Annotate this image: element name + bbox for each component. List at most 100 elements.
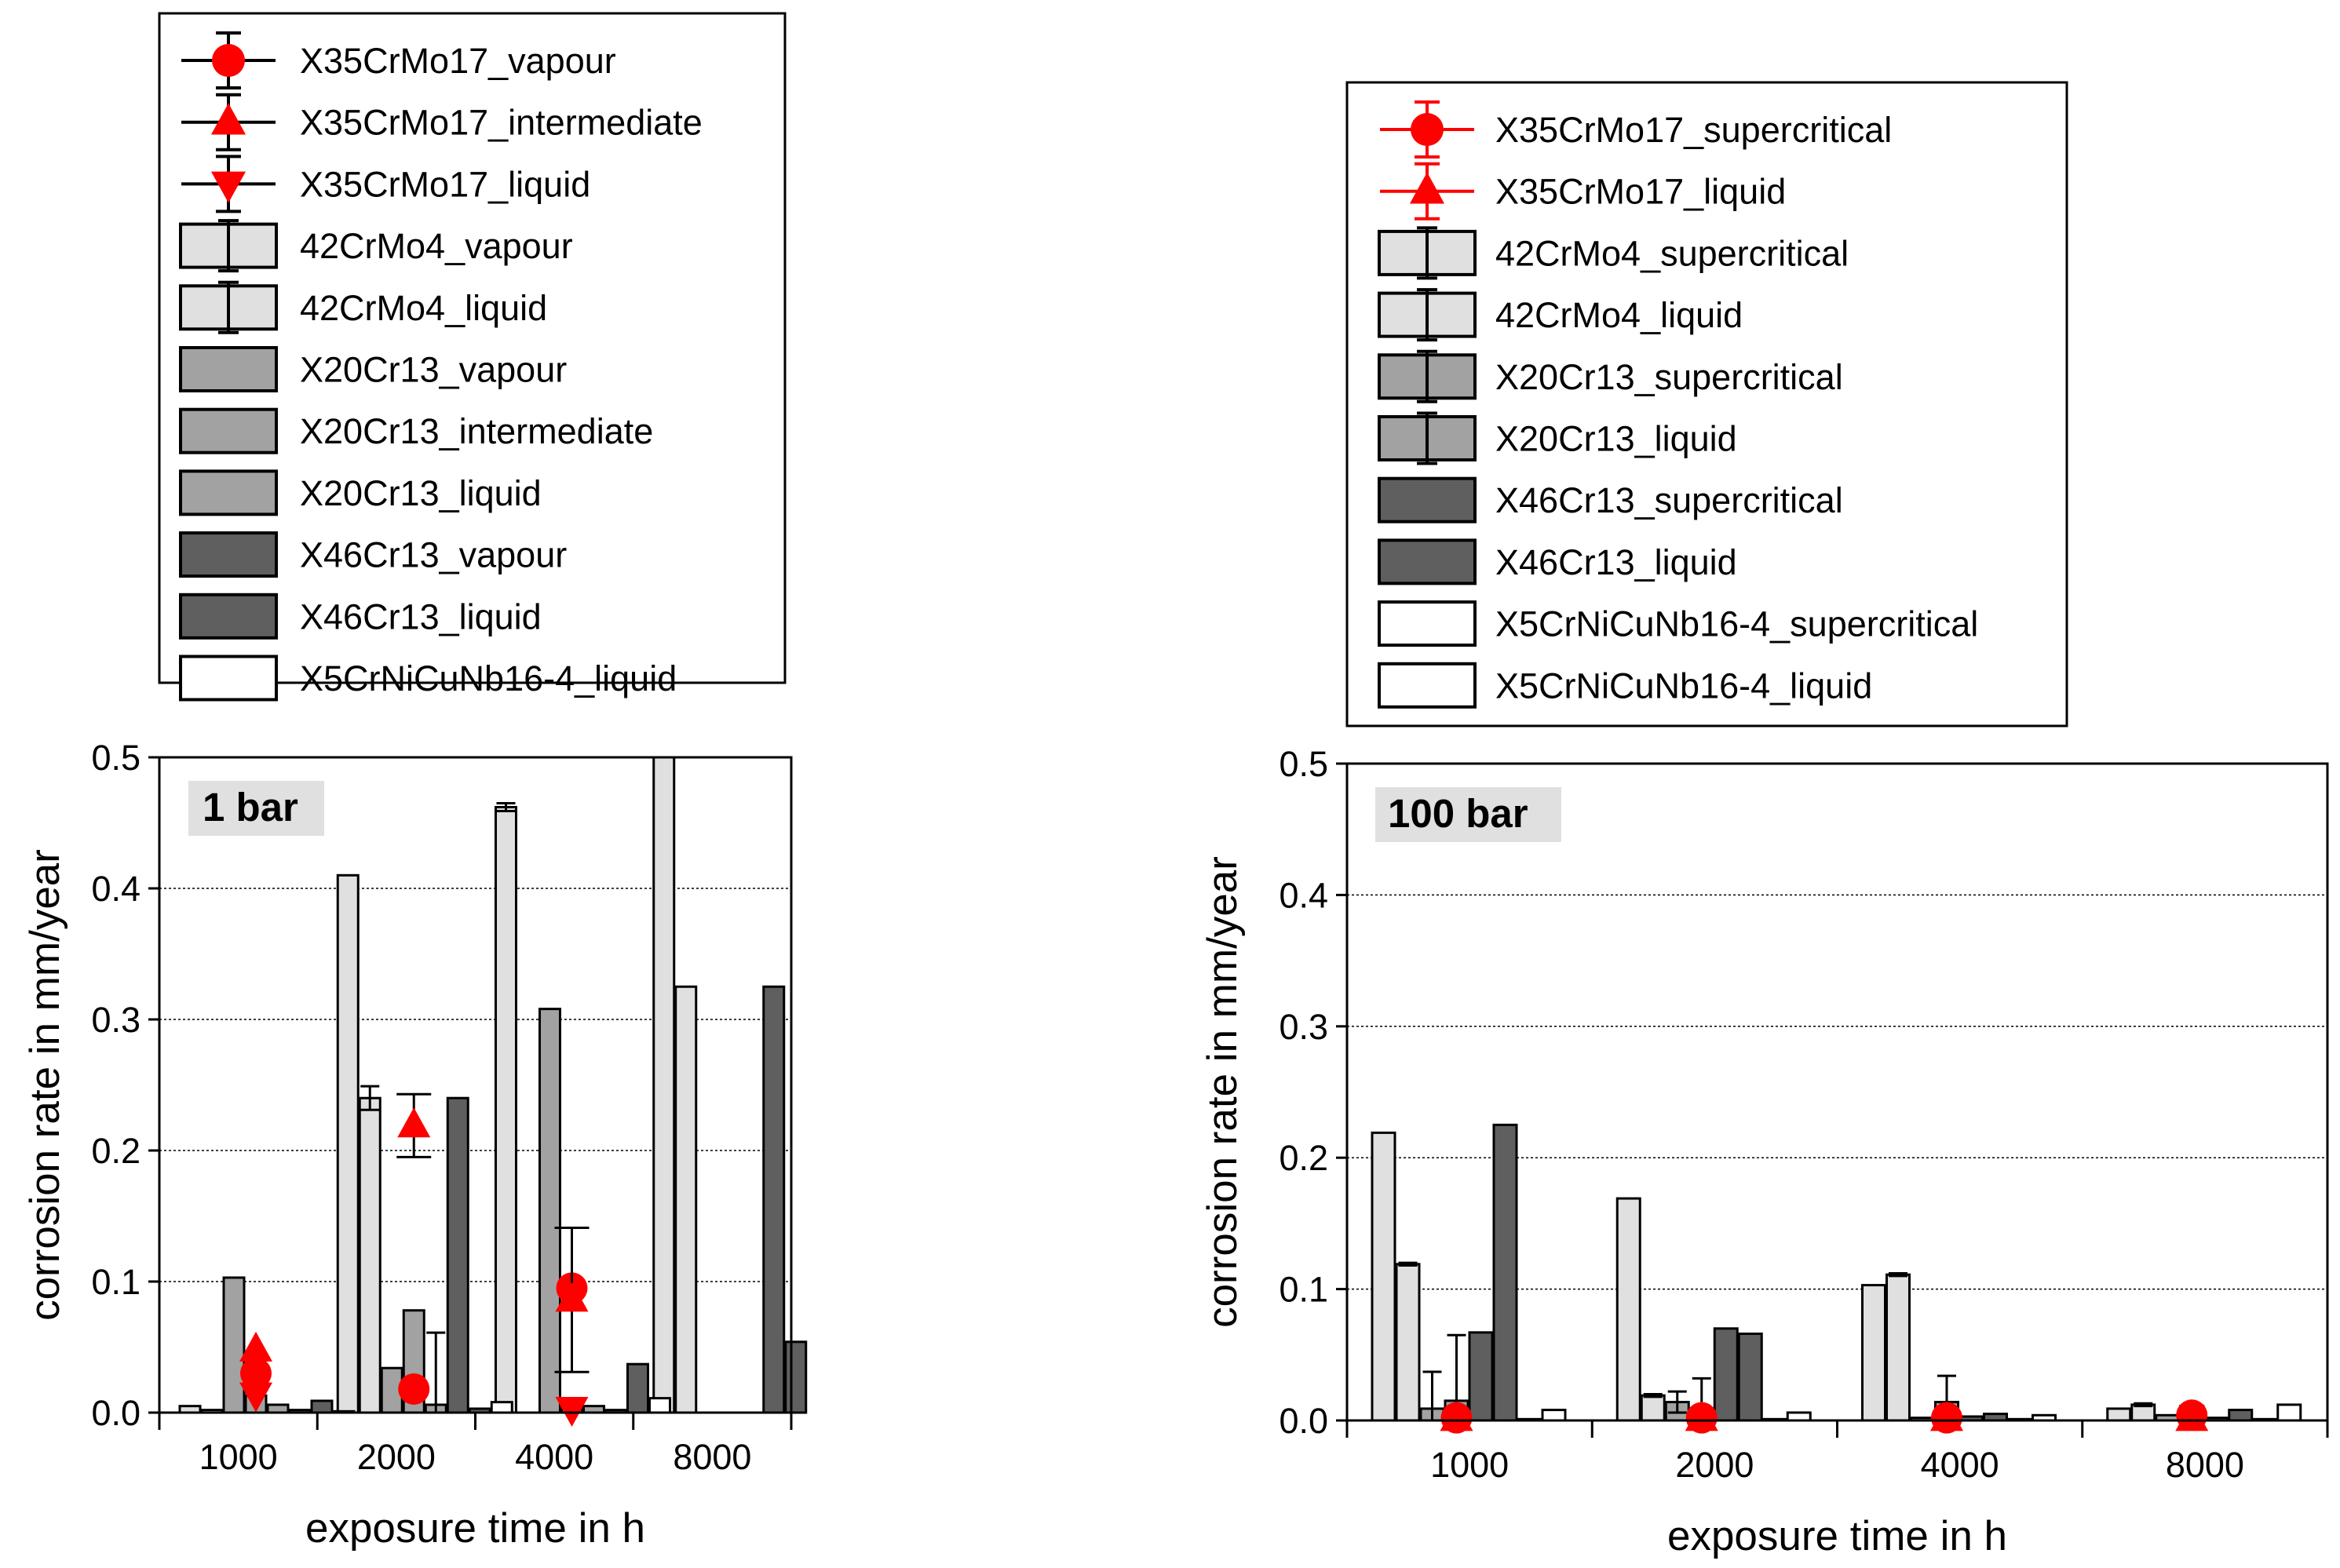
bar-X5CrNiCuNb16-4_liquid-1000: [1541, 1409, 1567, 1422]
y-tick-label: 0.3: [91, 1000, 141, 1040]
legend-label: X20Cr13_liquid: [300, 473, 542, 513]
legend-swatch: [1378, 600, 1477, 647]
bar-X46Cr13_supercritical-2000: [1713, 1327, 1739, 1422]
y-tick-label: 0.5: [91, 738, 141, 778]
legend-marker-circle: [1411, 113, 1444, 146]
x-tick-label: 2000: [1675, 1445, 1754, 1485]
bar-X46Cr13_vapour-8000: [762, 985, 786, 1414]
legend-swatch: [179, 531, 278, 578]
pressure-badge-bg: [188, 781, 324, 836]
bar-X46Cr13_liquid-8000: [784, 1340, 808, 1414]
bar-X46Cr13_liquid-8000: [2228, 1409, 2254, 1422]
legend-label: X46Cr13_liquid: [300, 596, 542, 636]
legend-swatch: [179, 407, 278, 454]
bar-42CrMo4_liquid-4000: [1886, 1273, 1911, 1422]
legend-item: X20Cr13_vapour: [179, 346, 567, 392]
legend-swatch: [1378, 662, 1477, 709]
legend-label: 42CrMo4_liquid: [300, 288, 547, 328]
y-tick-label: 0.3: [1279, 1007, 1328, 1047]
bar-42CrMo4_liquid-2000: [1640, 1394, 1666, 1422]
legend-label: X5CrNiCuNb16-4_supercritical: [1495, 604, 1978, 644]
legend-item: X20Cr13_supercritical: [1378, 349, 1843, 403]
bar-42CrMo4_supercritical-4000: [1861, 1284, 1886, 1422]
y-axis-title: corrosion rate in mm/year: [1199, 856, 1246, 1328]
x-tick-label: 8000: [2166, 1445, 2244, 1485]
legend-item: 42CrMo4_vapour: [179, 219, 573, 273]
legend-item: 42CrMo4_supercritical: [1378, 226, 1849, 280]
marker-X35CrMo17_liquid-4000: [1930, 1401, 1963, 1431]
legend-item: X46Cr13_liquid: [179, 593, 542, 640]
bar-42CrMo4_vapour-4000: [495, 805, 517, 1414]
pressure-badge-bg: [1375, 787, 1561, 842]
legend-swatch: [179, 593, 278, 640]
legend-item: X46Cr13_supercritical: [1378, 476, 1843, 523]
marker-X35CrMo17_vapour-2000: [398, 1373, 430, 1405]
legend-swatch: [1378, 476, 1477, 523]
legend-marker-circle: [212, 44, 245, 77]
x-tick-label: 4000: [515, 1437, 593, 1477]
pressure-badge: 1 bar: [188, 781, 324, 836]
legend-label: X5CrNiCuNb16-4_liquid: [1495, 665, 1872, 706]
y-tick-label: 0.4: [1279, 875, 1328, 915]
legend-label: X35CrMo17_vapour: [300, 41, 616, 81]
legend-item: X46Cr13_vapour: [179, 531, 567, 578]
legend-item: X20Cr13_liquid: [1378, 411, 1737, 465]
legend-marker-triangle-up: [1409, 172, 1445, 204]
bar-X46Cr13_liquid-2000: [1737, 1333, 1763, 1422]
y-tick-label: 0.2: [1279, 1138, 1328, 1178]
bar-42CrMo4_liquid-8000: [674, 985, 698, 1414]
legend-label: X35CrMo17_intermediate: [300, 103, 703, 143]
legend-swatch: [1378, 538, 1477, 585]
legend-item: X46Cr13_liquid: [1378, 538, 1737, 585]
bar-42CrMo4_supercritical-1000: [1371, 1131, 1396, 1422]
bar-X20Cr13_vapour-1000: [222, 1276, 246, 1414]
chart-title: 100 bar: [1388, 791, 1528, 836]
bar-42CrMo4_liquid-2000: [358, 1096, 381, 1414]
legend-label: 42CrMo4_supercritical: [1495, 233, 1849, 273]
legend-item: X35CrMo17_liquid: [181, 155, 590, 213]
legend-label: 42CrMo4_vapour: [300, 226, 573, 266]
bar-X46Cr13_vapour-2000: [446, 1096, 469, 1414]
y-tick-label: 0.2: [91, 1131, 141, 1171]
bar-X46Cr13_supercritical-1000: [1468, 1331, 1494, 1422]
bars: [1371, 1123, 2302, 1422]
marker-X35CrMo17_liquid-2000: [1685, 1401, 1718, 1431]
legend: X35CrMo17_vapour X35CrMo17_intermediate X3…: [158, 12, 787, 702]
bar-X46Cr13_liquid-1000: [1492, 1123, 1518, 1422]
legend-swatch: [179, 655, 278, 702]
chart-panel-2: X35CrMo17_supercritical X35CrMo17_liquid 4…: [1199, 81, 2329, 1559]
legend-label: X20Cr13_vapour: [300, 350, 567, 390]
marker-X35CrMo17_intermediate-2000: [397, 1107, 431, 1138]
legend-label: X35CrMo17_supercritical: [1495, 110, 1892, 150]
bar-42CrMo4_supercritical-2000: [1615, 1197, 1641, 1422]
x-tick-label: 4000: [1921, 1445, 1999, 1485]
y-tick-label: 0.0: [91, 1393, 141, 1433]
bar-X20Cr13_liquid-1000: [266, 1403, 290, 1414]
bar-X5CrNiCuNb16-4_liquid-4000: [648, 1397, 671, 1414]
legend-item: X5CrNiCuNb16-4_supercritical: [1378, 600, 1978, 647]
pressure-badge: 100 bar: [1375, 787, 1561, 842]
legend-label: X5CrNiCuNb16-4_liquid: [300, 658, 677, 698]
bar-42CrMo4_liquid-1000: [1395, 1263, 1421, 1422]
bar-X46Cr13_liquid-1000: [310, 1399, 334, 1414]
legend-label: X35CrMo17_liquid: [300, 164, 590, 204]
bars: [178, 756, 808, 1414]
legend-swatch: [179, 469, 278, 516]
bar-X20Cr13_vapour-4000: [538, 1008, 561, 1414]
bar-X5CrNiCuNb16-4_liquid-8000: [2276, 1403, 2302, 1422]
legend-label: X46Cr13_supercritical: [1495, 480, 1843, 520]
bar-42CrMo4_supercritical-8000: [2106, 1407, 2132, 1422]
legend-marker-triangle-down: [210, 171, 246, 203]
legend-label: 42CrMo4_liquid: [1495, 295, 1743, 335]
legend-label: X35CrMo17_liquid: [1495, 172, 1786, 212]
chart-title: 1 bar: [203, 785, 298, 830]
bar-X5CrNiCuNb16-4_liquid-2000: [490, 1401, 513, 1414]
marker-X35CrMo17_liquid-1000: [239, 1382, 272, 1413]
x-tick-label: 1000: [199, 1437, 278, 1477]
x-axis-title: exposure time in h: [305, 1505, 645, 1552]
legend-item: X5CrNiCuNb16-4_liquid: [179, 655, 677, 702]
legend-marker-triangle-up: [210, 103, 246, 135]
legend-item: X5CrNiCuNb16-4_liquid: [1378, 662, 1872, 709]
y-tick-label: 0.1: [91, 1262, 141, 1302]
